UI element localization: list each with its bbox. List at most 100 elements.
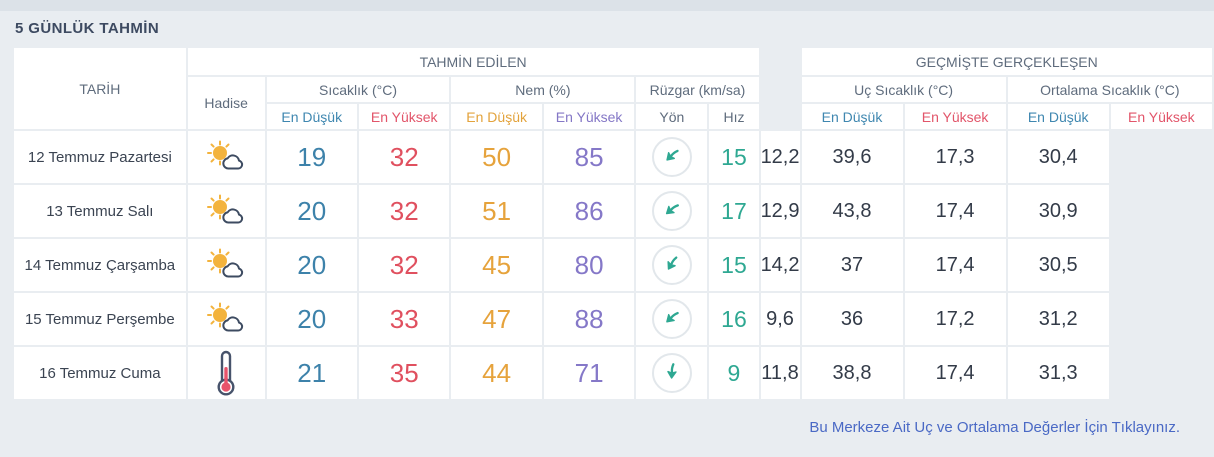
- extremes-link[interactable]: Bu Merkeze Ait Uç ve Ortalama Değerler İ…: [809, 419, 1180, 436]
- wind-direction-cell: [636, 185, 708, 237]
- uc-max-cell: 38,8: [801, 347, 903, 399]
- col-header-wind-speed: Hız: [709, 104, 759, 129]
- weather-condition-cell: [187, 293, 265, 345]
- forecast-table: TARİH TAHMİN EDİLEN GEÇMİŞTE GERÇEKLEŞEN…: [12, 46, 1214, 401]
- wind-speed-cell: 15: [709, 239, 759, 291]
- weather-condition-cell: [187, 239, 265, 291]
- ort-max-cell: 31,3: [1007, 347, 1109, 399]
- uc-max-cell: 37: [801, 239, 903, 291]
- col-header-average-min: En Düşük: [1007, 104, 1109, 129]
- weather-condition-cell: [187, 131, 265, 183]
- wind-arrow-rotator: [667, 256, 678, 270]
- humidity-max-cell: 85: [543, 131, 635, 183]
- temp-max-cell: 32: [358, 131, 450, 183]
- wind-direction-icon: [651, 353, 692, 393]
- humidity-max-cell: 88: [543, 293, 635, 345]
- forecast-row: 14 Temmuz Çarşamba 20 32 45 80 15 14,2 3…: [14, 239, 1212, 291]
- uc-max-cell: 36: [801, 293, 903, 345]
- uc-min-cell: 14,2: [760, 239, 800, 291]
- date-cell: 14 Temmuz Çarşamba: [14, 239, 186, 291]
- ort-max-cell: 30,9: [1007, 185, 1109, 237]
- col-group-ortalama-sicaklik: Ortalama Sıcaklık (°C): [1007, 77, 1212, 102]
- col-group-gecmiste-gerceklesen: GEÇMİŞTE GERÇEKLEŞEN: [801, 48, 1212, 75]
- thermometer-icon: [217, 350, 235, 396]
- wind-direction-icon: [651, 137, 692, 177]
- temp-min-cell: 20: [266, 293, 357, 345]
- forecast-row: 12 Temmuz Pazartesi 19 32 50 85 15 12,2 …: [14, 131, 1212, 183]
- page-title: 5 GÜNLÜK TAHMİN: [15, 20, 160, 37]
- date-cell: 15 Temmuz Perşembe: [14, 293, 186, 345]
- col-header-temp-min: En Düşük: [266, 104, 357, 129]
- humidity-max-cell: 80: [543, 239, 635, 291]
- ort-max-cell: 30,4: [1007, 131, 1109, 183]
- humidity-min-cell: 44: [451, 347, 542, 399]
- col-group-tahmin-edilen: TAHMİN EDİLEN: [187, 48, 759, 75]
- wind-arrow-rotator: [665, 204, 679, 215]
- wind-direction-cell: [636, 131, 708, 183]
- ort-min-cell: 17,4: [904, 347, 1006, 399]
- footer: Bu Merkeze Ait Uç ve Ortalama Değerler İ…: [0, 419, 1180, 437]
- col-header-humidity-max: En Yüksek: [543, 104, 635, 129]
- wind-speed-cell: 17: [709, 185, 759, 237]
- wind-direction-icon: [651, 299, 692, 339]
- wind-direction-cell: [636, 239, 708, 291]
- ort-max-cell: 31,2: [1007, 293, 1109, 345]
- wind-direction-cell: [636, 347, 708, 399]
- col-header-hadise: Hadise: [187, 77, 265, 129]
- temp-min-cell: 19: [266, 131, 357, 183]
- wind-speed-cell: 9: [709, 347, 759, 399]
- weather-condition-cell: [187, 185, 265, 237]
- temp-min-cell: 20: [266, 185, 357, 237]
- sun-cloud-icon: [207, 302, 244, 332]
- temp-max-cell: 35: [358, 347, 450, 399]
- humidity-min-cell: 51: [451, 185, 542, 237]
- forecast-rows: 12 Temmuz Pazartesi 19 32 50 85 15 12,2 …: [14, 131, 1212, 399]
- col-group-ruzgar: Rüzgar (km/sa): [636, 77, 759, 102]
- col-header-temp-max: En Yüksek: [358, 104, 450, 129]
- humidity-max-cell: 86: [543, 185, 635, 237]
- wind-arrow-rotator: [666, 311, 679, 323]
- forecast-row: 16 Temmuz Cuma 21 35 44 71 9 11,8 38,8 1…: [14, 347, 1212, 399]
- forecast-row: 13 Temmuz Salı 20 32 51 86 17 12,9 43,8: [14, 185, 1212, 237]
- uc-min-cell: 12,9: [760, 185, 800, 237]
- wind-speed-cell: 16: [709, 293, 759, 345]
- ort-min-cell: 17,4: [904, 185, 1006, 237]
- col-header-wind-direction: Yön: [636, 104, 708, 129]
- col-group-sicaklik: Sıcaklık (°C): [266, 77, 450, 102]
- col-header-extreme-min: En Düşük: [801, 104, 903, 129]
- col-group-nem: Nem (%): [451, 77, 635, 102]
- date-cell: 13 Temmuz Salı: [14, 185, 186, 237]
- uc-max-cell: 43,8: [801, 185, 903, 237]
- temp-max-cell: 32: [358, 185, 450, 237]
- wind-arrow-rotator: [666, 149, 679, 161]
- ort-min-cell: 17,4: [904, 239, 1006, 291]
- ort-max-cell: 30,5: [1007, 239, 1109, 291]
- group-divider: [761, 48, 800, 129]
- top-bar: [0, 0, 1214, 11]
- wind-speed-cell: 15: [709, 131, 759, 183]
- wind-direction-icon: [651, 191, 692, 231]
- uc-min-cell: 11,8: [760, 347, 800, 399]
- temp-min-cell: 21: [266, 347, 357, 399]
- uc-min-cell: 9,6: [760, 293, 800, 345]
- temp-max-cell: 32: [358, 239, 450, 291]
- col-group-uc-sicaklik: Uç Sıcaklık (°C): [801, 77, 1006, 102]
- sun-cloud-icon: [207, 194, 244, 224]
- ort-min-cell: 17,2: [904, 293, 1006, 345]
- date-cell: 16 Temmuz Cuma: [14, 347, 186, 399]
- forecast-row: 15 Temmuz Perşembe 20 33 47 88 16 9,6 36: [14, 293, 1212, 345]
- col-header-extreme-max: En Yüksek: [904, 104, 1006, 129]
- humidity-min-cell: 50: [451, 131, 542, 183]
- temp-max-cell: 33: [358, 293, 450, 345]
- uc-max-cell: 39,6: [801, 131, 903, 183]
- sun-cloud-icon: [207, 140, 244, 170]
- weather-condition-cell: [187, 347, 265, 399]
- wind-arrow-rotator: [667, 363, 677, 379]
- wind-direction-cell: [636, 293, 708, 345]
- uc-min-cell: 12,2: [760, 131, 800, 183]
- sun-cloud-icon: [207, 248, 244, 278]
- col-header-humidity-min: En Düşük: [451, 104, 542, 129]
- col-header-tarih: TARİH: [14, 48, 186, 129]
- humidity-max-cell: 71: [543, 347, 635, 399]
- col-header-average-max: En Yüksek: [1110, 104, 1212, 129]
